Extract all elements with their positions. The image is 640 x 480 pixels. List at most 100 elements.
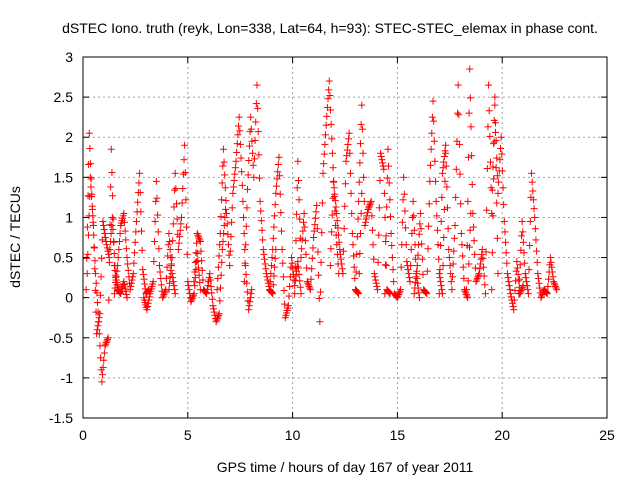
- data-point: [109, 192, 117, 200]
- data-point: [104, 247, 112, 255]
- data-point: [467, 123, 475, 131]
- data-point: [548, 268, 556, 276]
- data-point: [368, 226, 376, 234]
- data-point: [271, 263, 279, 271]
- data-point: [254, 128, 262, 136]
- data-point: [208, 289, 216, 297]
- data-point: [166, 273, 174, 281]
- data-point: [121, 227, 129, 235]
- data-point: [427, 145, 435, 153]
- data-point: [511, 286, 519, 294]
- data-point: [226, 247, 234, 255]
- chart-title: dSTEC Iono. truth (reyk, Lon=338, Lat=64…: [62, 20, 598, 36]
- data-point: [144, 299, 152, 307]
- data-point: [521, 259, 529, 267]
- data-point: [165, 229, 173, 237]
- data-point: [388, 254, 396, 262]
- data-point: [458, 241, 466, 249]
- data-point: [416, 220, 424, 228]
- data-point: [169, 220, 177, 228]
- data-point: [488, 186, 496, 194]
- data-point: [350, 263, 358, 271]
- data-point: [468, 152, 476, 160]
- data-point: [543, 289, 551, 297]
- data-point: [377, 149, 385, 157]
- data-point: [449, 273, 457, 281]
- data-point: [348, 209, 356, 217]
- data-point: [164, 252, 172, 260]
- data-point: [291, 263, 299, 271]
- data-point: [122, 245, 130, 253]
- data-point: [335, 231, 343, 239]
- data-point: [479, 254, 487, 262]
- data-point: [532, 236, 540, 244]
- data-point: [178, 199, 186, 207]
- data-point: [99, 217, 107, 225]
- data-point: [113, 267, 121, 275]
- data-point: [247, 290, 255, 298]
- data-point: [249, 161, 257, 169]
- data-point: [110, 238, 118, 246]
- data-point: [303, 264, 311, 272]
- data-point: [276, 190, 284, 198]
- data-point: [542, 288, 550, 296]
- data-point: [132, 228, 140, 236]
- data-point: [84, 250, 92, 258]
- data-point: [325, 77, 333, 85]
- data-point: [501, 228, 509, 236]
- data-point: [355, 290, 363, 298]
- data-point: [248, 286, 256, 294]
- data-point: [438, 193, 446, 201]
- data-point: [397, 286, 405, 294]
- data-point: [269, 281, 277, 289]
- data-point: [155, 245, 163, 253]
- data-point: [242, 222, 250, 230]
- data-point: [535, 279, 543, 287]
- data-point: [253, 81, 261, 89]
- data-point: [151, 217, 159, 225]
- data-point: [413, 274, 421, 282]
- data-point: [264, 279, 272, 287]
- data-point: [90, 243, 98, 251]
- data-point: [441, 177, 449, 185]
- data-point: [417, 225, 425, 233]
- data-point: [333, 209, 341, 217]
- data-point: [195, 271, 203, 279]
- data-point: [226, 262, 234, 270]
- data-point: [259, 236, 267, 244]
- data-point: [531, 225, 539, 233]
- data-point: [375, 231, 383, 239]
- data-point: [523, 282, 531, 290]
- data-point: [533, 258, 541, 266]
- data-point: [183, 223, 191, 231]
- data-point: [92, 279, 100, 287]
- data-point: [213, 316, 221, 324]
- data-point: [493, 172, 501, 180]
- data-point: [340, 247, 348, 255]
- data-point: [346, 169, 354, 177]
- data-point: [239, 197, 247, 205]
- data-point: [124, 266, 132, 274]
- data-point: [443, 183, 451, 191]
- data-point: [193, 229, 201, 237]
- data-point: [322, 131, 330, 139]
- data-point: [95, 314, 103, 322]
- data-point: [326, 262, 334, 270]
- data-point: [475, 270, 483, 278]
- data-point: [375, 204, 383, 212]
- data-point: [265, 282, 273, 290]
- data-point: [503, 259, 511, 267]
- data-point: [382, 232, 390, 240]
- data-point: [213, 315, 221, 323]
- data-point: [367, 199, 375, 207]
- data-point: [192, 249, 200, 257]
- data-point: [219, 162, 227, 170]
- data-point: [352, 268, 360, 276]
- data-point: [275, 153, 283, 161]
- data-point: [140, 275, 148, 283]
- data-point: [393, 294, 401, 302]
- data-point: [98, 378, 106, 386]
- data-point: [475, 271, 483, 279]
- data-point: [281, 300, 289, 308]
- data-point: [242, 270, 250, 278]
